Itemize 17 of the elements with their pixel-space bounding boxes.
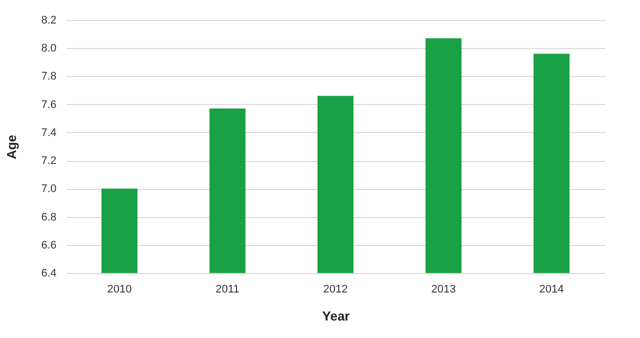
y-tick-label: 8.0 [41, 42, 56, 55]
x-tick-label: 2011 [216, 284, 240, 296]
y-tick-label: 7.0 [41, 183, 56, 196]
y-axis-title: Age [4, 134, 20, 160]
y-tick-label: 8.2 [41, 14, 56, 26]
x-tick-label: 2010 [107, 284, 132, 296]
x-tick-label: 2013 [431, 284, 456, 296]
y-tick-label: 7.4 [41, 126, 56, 139]
y-tick-label: 7.8 [41, 70, 56, 83]
x-tick-label: 2012 [323, 284, 348, 296]
y-tick-label: 7.2 [41, 155, 56, 168]
x-tick-label: 2014 [539, 284, 564, 296]
x-axis-title: Year [322, 308, 350, 324]
y-tick-label: 6.8 [41, 211, 56, 224]
y-tick-label: 6.6 [41, 239, 56, 252]
y-tick-label: 7.6 [41, 98, 56, 111]
y-tick-label: 6.4 [41, 268, 56, 280]
